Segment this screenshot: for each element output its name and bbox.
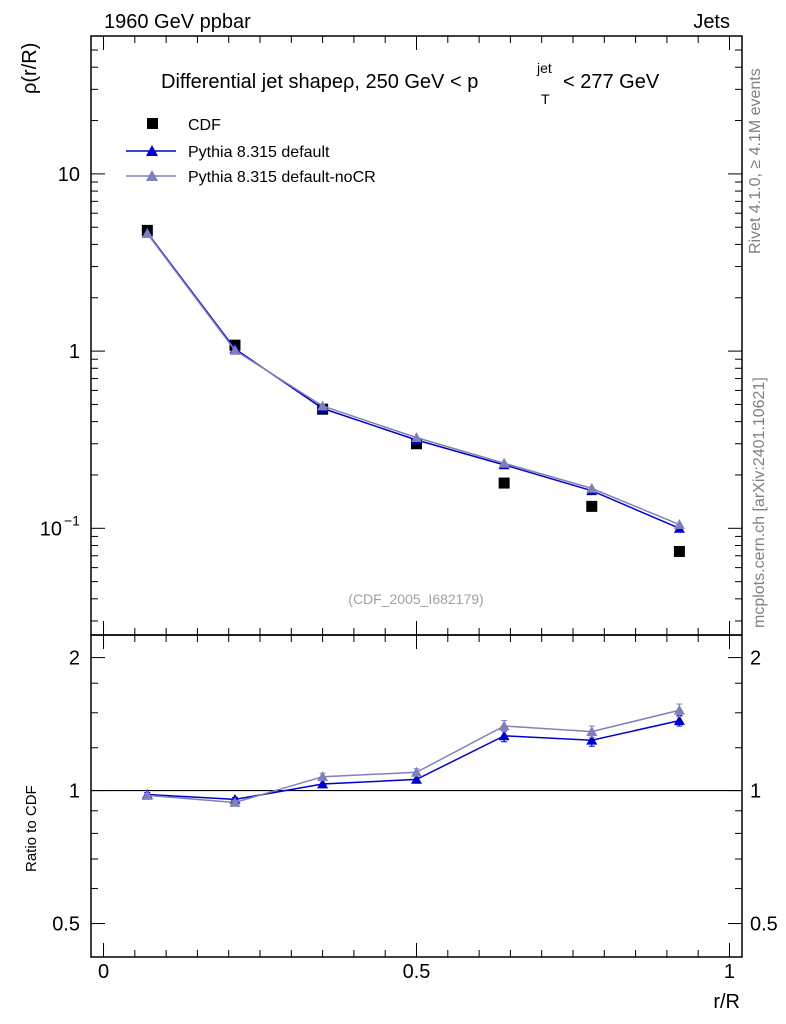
legend-label-cdf: CDF xyxy=(188,117,221,134)
ratio-axis-ticks: 2 2 1 1 0.5 0.5 xyxy=(52,648,778,936)
ratio-point-series-2 xyxy=(317,771,329,782)
data-point-series-2 xyxy=(498,457,510,468)
y-tick-label: 1 xyxy=(69,341,80,363)
legend-label-default: Pythia 8.315 default xyxy=(188,144,330,161)
ratio-point-series-1 xyxy=(411,773,422,784)
ratio-tick-label-left: 0.5 xyxy=(52,914,80,936)
x-axis-label: r/R xyxy=(713,991,740,1013)
ratio-line-2 xyxy=(147,709,680,804)
ratio-tick-label-right: 2 xyxy=(750,648,761,670)
analysis-label: (CDF_2005_I682179) xyxy=(348,591,483,607)
ratio-plot-frame xyxy=(90,634,743,958)
ratio-line-1 xyxy=(147,719,680,801)
ratio-y-axis-label: Ratio to CDF xyxy=(23,785,40,872)
legend-marker-nocr xyxy=(146,170,158,181)
ratio-point-series-1 xyxy=(317,778,329,789)
data-point-series-2 xyxy=(673,519,685,529)
header-left: 1960 GeV ppbar xyxy=(104,11,251,33)
legend-marker-default xyxy=(146,145,158,156)
title-prefix: Differential jet shapeρ, 250 GeV < p xyxy=(161,71,478,93)
y-tick-label-exponent: −1 xyxy=(64,512,80,528)
y-tick-label: 10 xyxy=(58,164,80,186)
y-axis-label: ρ(r/R) xyxy=(19,43,41,94)
title-subscript: T xyxy=(541,91,550,107)
ratio-point-series-1 xyxy=(498,730,510,741)
legend-label-nocr: Pythia 8.315 default-noCR xyxy=(188,169,376,186)
ratio-point-series-1 xyxy=(586,734,598,745)
ratio-tick-label-left: 2 xyxy=(69,648,80,670)
data-point-series-2 xyxy=(411,432,422,443)
legend-marker-cdf xyxy=(147,118,158,129)
ratio-point-series-2 xyxy=(498,720,510,731)
legend: CDF Pythia 8.315 default Pythia 8.315 de… xyxy=(126,117,376,186)
x-tick-label: 0 xyxy=(98,961,109,983)
ratio-point-series-2 xyxy=(673,704,685,715)
ratio-tick-label-right: 0.5 xyxy=(750,914,778,936)
x-tick-label: 1 xyxy=(724,961,735,983)
data-point-series-2 xyxy=(229,344,241,355)
series-line-1 xyxy=(146,232,680,529)
ratio-series-layer xyxy=(141,703,685,807)
series-line-2 xyxy=(146,233,680,526)
ratio-point-series-1 xyxy=(673,715,685,726)
data-point-cdf xyxy=(586,500,598,512)
data-point-series-2 xyxy=(317,400,329,411)
data-point-cdf xyxy=(673,545,685,557)
data-point-series-2 xyxy=(141,228,153,239)
ratio-point-series-2 xyxy=(586,726,598,736)
chart-title: Differential jet shapeρ, 250 GeV < p xyxy=(161,71,478,93)
title-suffix: < 277 GeV xyxy=(563,71,660,93)
ratio-point-series-2 xyxy=(229,796,241,807)
x-tick-label: 0.5 xyxy=(403,961,431,983)
mcplots-label: mcplots.cern.ch [arXiv:2401.10621] xyxy=(751,377,768,628)
title-superscript: jet xyxy=(536,60,552,76)
y-tick-label: 10 xyxy=(40,518,62,540)
ratio-tick-label-right: 1 xyxy=(750,781,761,803)
data-point-series-2 xyxy=(586,482,598,493)
ratio-point-series-2 xyxy=(411,766,422,777)
rivet-label: Rivet 4.1.0, ≥ 4.1M events xyxy=(747,68,764,254)
data-point-cdf xyxy=(498,477,510,489)
x-axis-ticks: 0 0.5 1 xyxy=(98,36,735,983)
header-right: Jets xyxy=(693,11,730,33)
ratio-point-series-2 xyxy=(141,789,153,800)
ratio-tick-label-left: 1 xyxy=(69,781,80,803)
main-series-layer xyxy=(141,224,685,557)
